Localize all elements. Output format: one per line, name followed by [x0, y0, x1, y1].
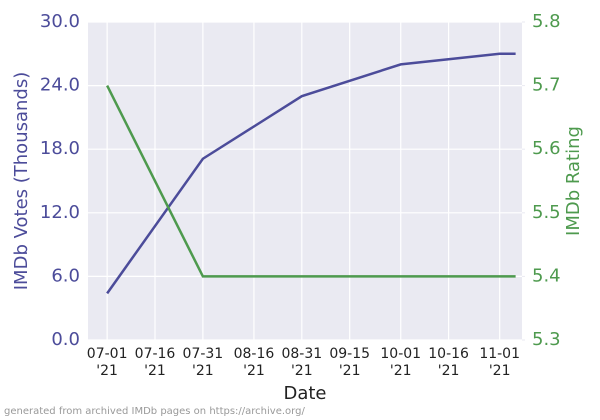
x-tick-label: 07-31 '21 [182, 346, 224, 379]
x-tick-label: 10-01 '21 [380, 346, 422, 379]
x-tick-label: 09-15 '21 [329, 346, 371, 379]
footnote: generated from archived IMDb pages on ht… [4, 406, 305, 417]
y-axis-label: IMDb Votes (Thousands) [11, 72, 32, 291]
plot-area [88, 22, 522, 340]
y-tick-label: 0.0 [51, 329, 80, 350]
data-line [106, 52, 516, 295]
x-tick-label: 07-01 '21 [86, 346, 128, 379]
x-tick-label: 11-01 '21 [479, 346, 520, 379]
x-axis-label: Date [283, 383, 326, 404]
x-tick-label: 08-16 '21 [233, 346, 275, 379]
y-tick-label: 24.0 [40, 75, 80, 96]
data-line [106, 85, 516, 278]
x-tick-label: 08-31 '21 [281, 346, 323, 379]
y2-tick-label: 5.3 [532, 329, 561, 350]
y2-tick-label: 5.4 [532, 265, 561, 286]
x-tick-label: 10-16 '21 [428, 346, 469, 379]
y-tick-label: 6.0 [51, 265, 80, 286]
y-tick-label: 30.0 [40, 11, 80, 32]
y2-axis-label: IMDb Rating [563, 126, 584, 236]
y-tick-label: 18.0 [40, 138, 80, 159]
y-tick-label: 12.0 [40, 202, 80, 223]
y2-tick-label: 5.6 [532, 138, 561, 159]
x-tick-label: 07-16 '21 [134, 346, 176, 379]
y2-tick-label: 5.5 [532, 202, 561, 223]
y2-tick-label: 5.8 [532, 11, 561, 32]
y2-tick-label: 5.7 [532, 75, 561, 96]
